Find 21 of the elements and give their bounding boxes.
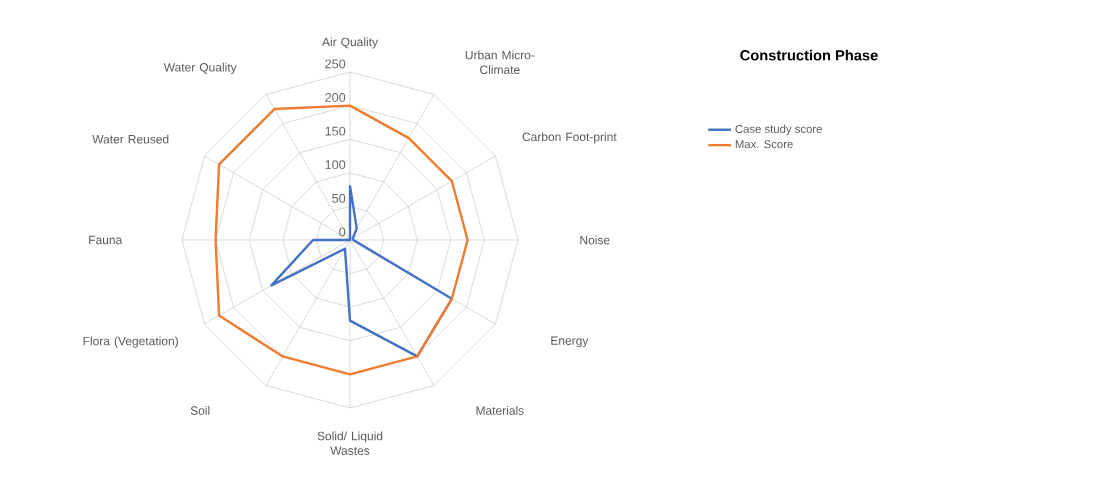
legend-label: Case study score (735, 124, 822, 136)
spoke-label: Carbon Foot-print (522, 132, 617, 144)
y-tick-label: 200 (325, 93, 346, 102)
spoke-label: Energy (551, 336, 589, 348)
spoke-label: Water Reused (92, 134, 169, 144)
legend-label: Max. Score (735, 140, 793, 149)
spoke-label: Urban Micro-Climate (465, 50, 535, 74)
spoke-label: Materials (476, 406, 524, 415)
spoke-label: Water Quality (163, 62, 237, 74)
spoke-label: Soil (190, 406, 210, 415)
y-tick-label: 50 (332, 193, 346, 203)
spoke-label: Flora (Vegetation) (83, 336, 178, 348)
y-tick-label: 0 (339, 227, 346, 237)
text: Construction Phase (740, 49, 878, 61)
y-tick-label: 100 (325, 160, 346, 170)
y-tick-label: 150 (325, 126, 346, 136)
y-tick-label: 250 (325, 59, 346, 69)
spoke-label: Fauna (89, 235, 123, 245)
spoke-label: Solid/ Liquid Wastes (317, 431, 383, 455)
spoke-label: Air Quality (322, 37, 378, 49)
spoke-label: Noise (580, 235, 610, 245)
